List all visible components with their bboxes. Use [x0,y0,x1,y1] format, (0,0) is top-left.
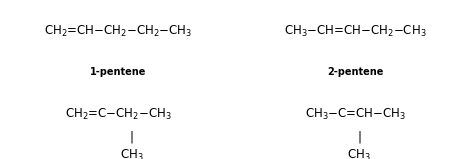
Text: CH$_2$=CH$-$CH$_2$$-$CH$_2$$-$CH$_3$: CH$_2$=CH$-$CH$_2$$-$CH$_2$$-$CH$_3$ [45,24,192,39]
Text: CH$_3$: CH$_3$ [120,148,144,159]
Text: CH$_3$: CH$_3$ [347,148,371,159]
Text: 2-pentene: 2-pentene [328,67,383,76]
Text: CH$_3$$-$C=CH$-$CH$_3$: CH$_3$$-$C=CH$-$CH$_3$ [305,107,406,122]
Text: |: | [357,130,361,143]
Text: CH$_3$$-$CH=CH$-$CH$_2$$-$CH$_3$: CH$_3$$-$CH=CH$-$CH$_2$$-$CH$_3$ [284,24,427,39]
Text: CH$_2$=C$-$CH$_2$$-$CH$_3$: CH$_2$=C$-$CH$_2$$-$CH$_3$ [65,107,172,122]
Text: 1-pentene: 1-pentene [91,67,146,76]
Text: |: | [130,130,134,143]
